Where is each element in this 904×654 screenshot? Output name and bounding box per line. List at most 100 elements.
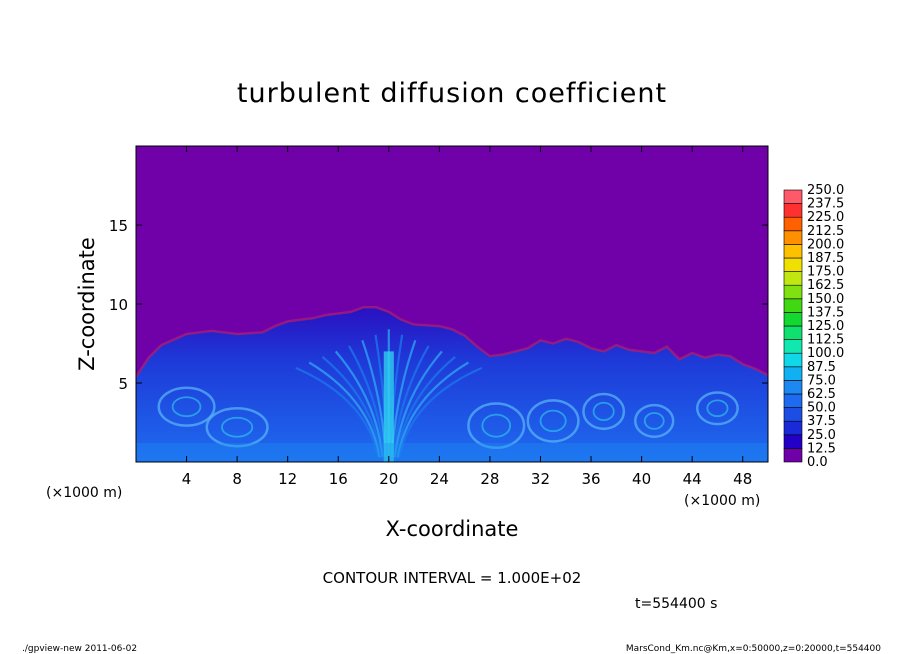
colorbar-label: 250.0 [807,183,844,198]
chart-title: turbulent diffusion coefficient [237,78,667,109]
colorbar-swatch [783,352,803,368]
x-axis-unit: (×1000 m) [684,493,760,509]
eddy [157,386,216,427]
colorbar-swatch [783,448,803,463]
eddy [695,391,739,426]
colorbar-swatch [783,257,803,272]
colorbar-label: 162.5 [807,278,844,293]
colorbar-swatch [783,325,803,340]
colorbar-label: 0.0 [807,455,828,470]
colorbar-label: 237.5 [807,197,844,212]
colorbar-label: 212.5 [807,224,844,239]
plume-streak [348,345,386,458]
eddy-inner [171,396,202,418]
x-tick-label: 4 [182,470,192,488]
colorbar-swatch [783,366,803,381]
eddy [205,407,269,448]
colorbar-swatch [783,434,803,449]
time-label: t=554400 s [635,596,717,612]
x-tick-label: 32 [531,470,550,488]
x-tick-label: 44 [683,470,702,488]
x-tick-label: 40 [632,470,651,488]
x-tick-label: 20 [379,470,398,488]
plume-streak [334,350,384,458]
x-axis: 4 8 12 16 20 24 28 32 36 40 44 48 [182,146,752,488]
plume-streak [396,361,469,458]
colorbar-label: 75.0 [807,373,836,388]
colorbar-swatch [783,244,803,259]
x-tick-label: 48 [733,470,752,488]
colorbar-swatch [783,312,803,327]
eddy [582,392,626,431]
eddy-inner [221,416,254,438]
y-tick-label: 10 [109,296,128,314]
x-axis-label: X-coordinate [386,517,519,541]
boundary-layer-edge [136,305,768,378]
x-tick-label: 12 [278,470,297,488]
footer-left: ./gpview-new 2011-06-02 [22,644,137,654]
plume-core [383,351,394,462]
eddy-inner [592,401,615,422]
colorbar-swatch [783,189,803,204]
plume-streak [308,361,381,458]
plume-streak [398,366,483,458]
colorbar-label: 225.0 [807,210,844,225]
plume-streak [295,366,380,458]
colorbar: 0.012.525.037.550.062.575.087.5100.0112.… [783,183,844,470]
eddy-inner [481,413,512,438]
y-tick-label: 15 [109,217,128,235]
colorbar-label: 125.0 [807,319,844,334]
colorbar-label: 100.0 [807,346,844,361]
y-axis: 5 10 15 [109,217,768,393]
plume-streak [393,350,443,458]
colorbar-swatch [783,298,803,313]
colorbar-label: 187.5 [807,251,844,266]
x-tick-label: 8 [232,470,242,488]
eddy [634,403,675,438]
eddy [467,402,526,450]
y-axis-unit: (×1000 m) [46,485,122,501]
convective-plume [295,329,483,462]
eddy-inner [706,399,729,418]
colorbar-label: 87.5 [807,360,836,375]
plume-streak [392,345,430,458]
eddy [526,399,580,443]
colorbar-swatch [783,284,803,300]
eddy-inner [539,409,567,433]
colorbar-label: 12.5 [807,441,836,456]
footer-right: MarsCond_Km.nc@Km,x=0:50000,z=0:20000,t=… [626,644,881,654]
y-axis-label: Z-coordinate [75,237,99,371]
x-tick-label: 28 [480,470,499,488]
colorbar-swatch [783,407,803,422]
turbulence-field [136,305,768,462]
colorbar-swatch [783,203,803,218]
y-tick-label: 5 [118,375,128,393]
colorbar-swatch [783,230,803,245]
colorbar-label: 50.0 [807,401,836,416]
colorbar-label: 25.0 [807,428,836,443]
colorbar-label: 37.5 [807,414,836,429]
eddies [157,386,739,450]
colorbar-label: 200.0 [807,237,844,252]
colorbar-swatch [783,216,803,232]
colorbar-swatch [783,420,803,436]
eddy-inner [643,412,665,430]
colorbar-swatch [783,380,803,395]
x-tick-label: 24 [430,470,449,488]
contour-interval-label: CONTOUR INTERVAL = 1.000E+02 [323,569,582,587]
colorbar-label: 137.5 [807,305,844,320]
x-tick-label: 16 [329,470,348,488]
x-tick-label: 36 [581,470,600,488]
plume-streak [395,356,456,458]
colorbar-label: 62.5 [807,387,836,402]
colorbar-swatch [783,339,803,354]
colorbar-label: 175.0 [807,265,844,280]
surface-layer [136,443,768,462]
colorbar-swatch [783,271,803,286]
plot-area [135,145,769,463]
colorbar-label: 112.5 [807,333,844,348]
plume-streak [321,356,383,458]
colorbar-swatch [783,393,803,408]
colorbar-label: 150.0 [807,292,844,307]
